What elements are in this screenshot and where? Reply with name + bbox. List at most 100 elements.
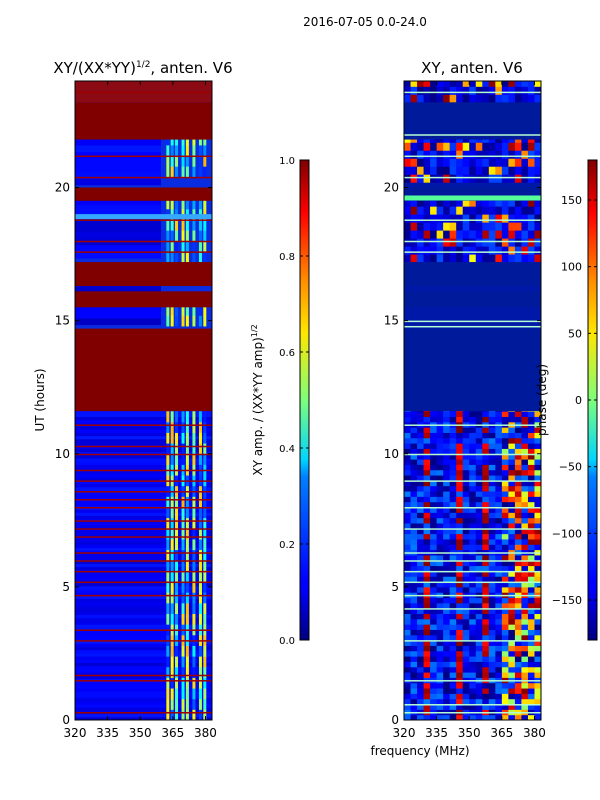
phase-cell xyxy=(521,238,529,247)
heatmap-rfi-cell xyxy=(203,538,207,551)
phase-cell xyxy=(534,142,541,151)
phase-cell xyxy=(404,432,412,439)
phase-cell xyxy=(449,661,457,668)
phase-cell xyxy=(488,485,496,492)
phase-cell xyxy=(443,512,451,519)
phase-cell xyxy=(423,512,431,519)
phase-cell xyxy=(456,682,464,689)
phase-cell xyxy=(404,544,412,551)
flag-line xyxy=(404,640,541,642)
phase-cell xyxy=(495,570,503,577)
phase-cell xyxy=(449,86,457,95)
phase-cell xyxy=(534,166,541,175)
phase-cell xyxy=(417,688,425,694)
phase-cell xyxy=(436,656,444,662)
phase-cell xyxy=(436,693,444,700)
phase-cell xyxy=(410,693,418,700)
x-tick-label: 320 xyxy=(64,726,87,740)
phase-cell xyxy=(456,538,464,545)
heatmap-rfi-cell xyxy=(185,688,189,700)
phase-cell xyxy=(527,624,535,630)
phase-cell xyxy=(404,485,412,492)
heatmap-rfi-cell xyxy=(198,602,202,614)
phase-cell xyxy=(514,480,522,487)
heatmap-rfi-cell xyxy=(166,166,170,178)
phase-cell xyxy=(410,142,418,151)
phase-cell xyxy=(482,656,490,662)
phase-cell xyxy=(410,469,418,476)
phase-cell xyxy=(436,570,444,577)
phase-cell xyxy=(410,656,418,662)
phase-cell xyxy=(469,432,477,439)
phase-cell xyxy=(482,672,490,678)
phase-cell xyxy=(534,432,541,439)
heatmap-rfi-cell xyxy=(170,443,174,455)
phase-cell xyxy=(430,475,438,481)
phase-cell xyxy=(430,618,438,625)
heatmap-rfi-cell xyxy=(175,144,179,157)
phase-cell xyxy=(514,491,522,497)
phase-cell xyxy=(527,469,535,476)
phase-cell xyxy=(501,645,509,652)
phase-cell xyxy=(527,570,535,577)
phase-cell xyxy=(501,608,509,614)
phase-cell xyxy=(462,528,470,535)
phase-cell xyxy=(410,437,418,444)
phase-cell xyxy=(436,214,444,223)
phase-cell xyxy=(475,501,483,508)
phase-cell xyxy=(410,246,418,255)
phase-cell xyxy=(475,650,483,657)
phase-cell xyxy=(495,443,503,449)
phase-cell xyxy=(521,597,529,604)
phase-cell xyxy=(462,656,470,662)
phase-cell xyxy=(430,613,438,620)
phase-cell xyxy=(430,86,438,95)
phase-cell xyxy=(482,560,490,567)
phase-cell xyxy=(430,507,438,513)
heatmap-row xyxy=(75,410,212,414)
phase-cell xyxy=(404,560,412,567)
heatmap-rfi-cell xyxy=(181,421,185,433)
phase-cell xyxy=(482,94,490,103)
heatmap-row xyxy=(75,521,212,526)
phase-cell xyxy=(495,222,503,231)
phase-cell xyxy=(534,501,541,508)
phase-cell xyxy=(508,480,516,487)
phase-cell xyxy=(501,214,509,223)
phase-cell xyxy=(417,666,425,673)
phase-cell xyxy=(417,640,425,646)
phase-cell xyxy=(436,448,444,455)
phase-cell xyxy=(488,174,496,183)
phase-cell xyxy=(508,570,516,577)
phase-cell xyxy=(430,538,438,545)
phase-cell xyxy=(430,586,438,593)
phase-cell xyxy=(488,480,496,487)
phase-cell xyxy=(475,666,483,673)
colorbar-tick-label: 100 xyxy=(561,261,582,274)
phase-cell xyxy=(514,464,522,471)
phase-cell xyxy=(456,661,464,668)
heatmap-rfi-cell xyxy=(203,645,207,657)
phase-cell xyxy=(521,645,529,652)
phase-cell xyxy=(527,94,535,103)
phase-cell xyxy=(456,634,464,641)
heatmap-rfi-cell xyxy=(192,677,196,689)
heatmap-row xyxy=(75,473,212,478)
phase-cell xyxy=(488,554,496,561)
phase-cell xyxy=(404,416,412,423)
phase-cell xyxy=(514,443,522,449)
heatmap-row xyxy=(75,652,212,657)
phase-cell xyxy=(423,496,431,503)
colorbar-tick-label: −50 xyxy=(559,461,582,474)
phase-cell xyxy=(527,437,535,444)
heatmap-rfi-cell xyxy=(198,581,202,593)
phase-cell xyxy=(534,682,541,689)
phase-cell xyxy=(423,618,431,625)
phase-cell xyxy=(436,142,444,151)
phase-cell xyxy=(449,246,457,255)
phase-cell xyxy=(417,166,425,175)
phase-cell xyxy=(430,496,438,503)
phase-cell xyxy=(534,704,541,710)
heatmap-rfi-cell xyxy=(192,528,196,540)
heatmap-rfi-cell xyxy=(166,528,170,540)
